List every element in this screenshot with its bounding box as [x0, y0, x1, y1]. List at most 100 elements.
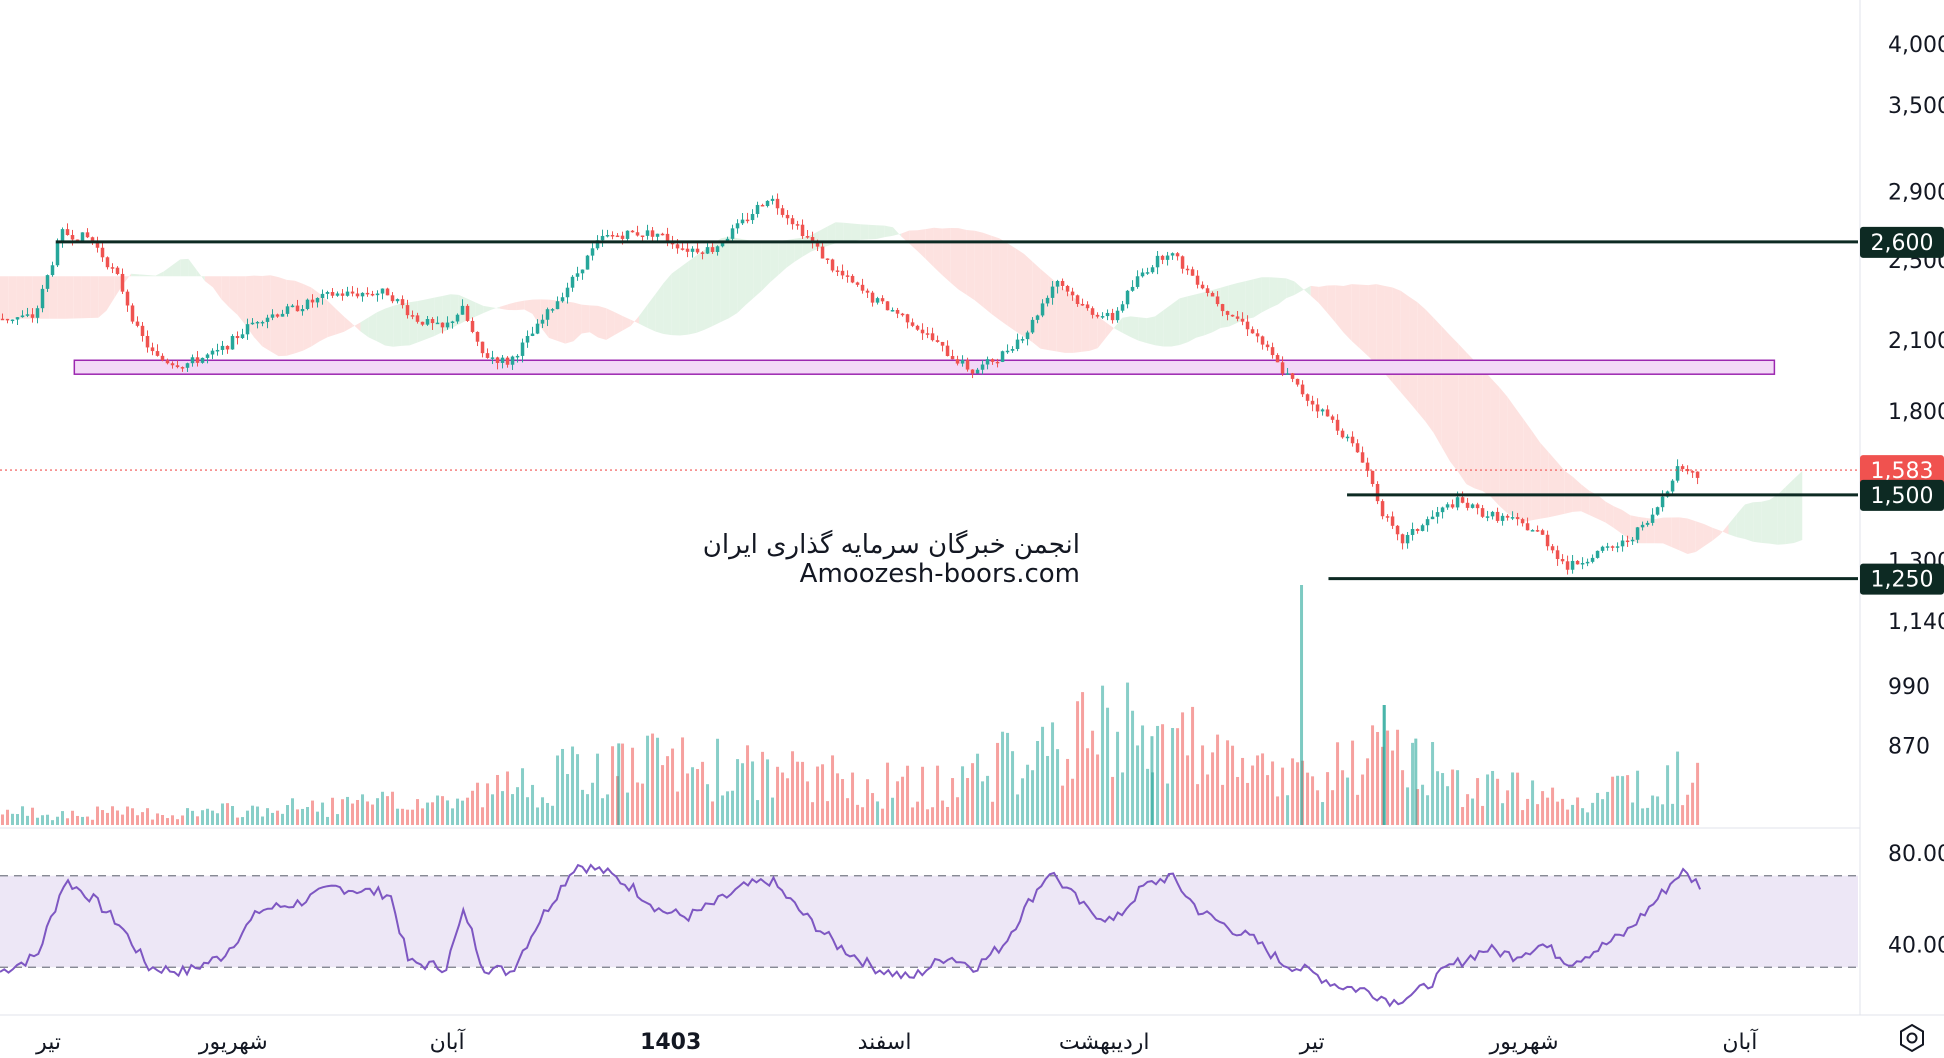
volume-bar-56: [281, 813, 285, 825]
candle-body-65: [325, 292, 330, 294]
volume-bar-143: [716, 738, 720, 825]
volume-bar-81: [406, 809, 410, 825]
volume-bar-280: [1401, 770, 1405, 825]
candle-body-173: [865, 290, 870, 293]
volume-bar-332: [1661, 804, 1665, 825]
candle-body-211: [1055, 280, 1060, 287]
candle-body-308: [1540, 530, 1545, 535]
volume-bar-85: [426, 802, 430, 825]
candle-body-207: [1035, 315, 1040, 320]
cloud-bear-segment-8: [65, 276, 74, 319]
watermark-line-1: انجمن خبرگان سرمایه گذاری ایران: [703, 529, 1080, 560]
cloud-bear-segment-9: [73, 276, 82, 319]
volume-bar-115: [576, 754, 580, 825]
volume-bar-261: [1306, 772, 1310, 825]
candle-body-82: [410, 315, 415, 317]
volume-bar-89: [446, 800, 450, 825]
cloud-bull-segment-159: [1302, 285, 1311, 296]
volume-bar-19: [96, 806, 100, 825]
support-zone[interactable]: [73, 359, 1776, 375]
candle-body-271: [1355, 443, 1360, 453]
volume-bar-282: [1411, 742, 1415, 825]
cloud-bear-segment-39: [319, 293, 328, 342]
candle-body-115: [575, 273, 580, 277]
candle-body-55: [275, 314, 280, 317]
cloud-bear-segment-112: [917, 229, 926, 259]
volume-bar-263: [1316, 790, 1320, 825]
cloud-bear-segment-193: [1581, 484, 1590, 515]
price-tick-label-4: 2,100: [1888, 329, 1944, 354]
candle-body-301: [1505, 515, 1510, 518]
candle-body-152: [760, 204, 765, 207]
candle-body-316: [1580, 563, 1585, 565]
price-axis[interactable]: 4,0003,5002,9002,5002,1001,8001,3001,140…: [1888, 33, 1944, 759]
candle-body-253: [1265, 344, 1270, 348]
volume-bar-137: [686, 773, 690, 825]
time-axis[interactable]: تیر شهریور آبان 1403 اسفند اردیبهشت تیر شهریور آ…: [35, 1028, 1758, 1055]
cloud-bull-segment-47: [385, 305, 394, 347]
candle-body-199: [995, 361, 1000, 364]
cloud-bear-segment-188: [1540, 442, 1549, 519]
volume-bar-17: [86, 816, 90, 825]
candle-body-51: [255, 321, 260, 324]
cloud-bear-segment-191: [1564, 470, 1573, 514]
candle-body-270: [1350, 436, 1355, 444]
candle-body-297: [1485, 516, 1490, 518]
candle-body-239: [1195, 275, 1200, 285]
volume-bar-99: [496, 774, 500, 825]
cloud-bull-segment-48: [393, 303, 402, 347]
volume-bar-37: [186, 808, 190, 825]
volume-bar-330: [1651, 795, 1655, 825]
rsi-axis[interactable]: 80.00 40.00: [1888, 842, 1944, 959]
cloud-bear-segment-75: [614, 311, 623, 336]
cloud-bear-segment-72: [589, 305, 599, 338]
volume-bar-187: [936, 765, 940, 825]
cloud-bear-segment-122: [999, 238, 1008, 326]
candle-body-136: [680, 248, 685, 250]
candle-body-258: [1290, 373, 1295, 379]
volume-bar-266: [1331, 790, 1335, 825]
volume-bar-248: [1241, 757, 1245, 825]
candle-body-93: [465, 305, 470, 321]
cloud-bear-segment-175: [1433, 317, 1442, 448]
cloud-bull-segment-93: [761, 241, 771, 291]
volume-bar-140: [701, 761, 705, 825]
candle-body-27: [135, 321, 140, 326]
candle-body-277: [1385, 516, 1390, 518]
volume-bar-1: [6, 809, 10, 825]
candle-body-313: [1565, 561, 1570, 570]
candle-body-114: [570, 276, 575, 288]
cloud-bull-segment-20: [163, 265, 173, 277]
candle-body-41: [205, 354, 210, 358]
candle-body-254: [1270, 347, 1275, 356]
volume-bar-57: [286, 805, 290, 825]
price-tick-label-0: 4,000: [1888, 33, 1944, 58]
candle-body-40: [200, 357, 205, 363]
cloud-bull-segment-104: [851, 223, 861, 241]
candle-body-218: [1090, 308, 1095, 315]
candle-body-306: [1530, 530, 1535, 532]
cloud-bull-segment-138: [1130, 316, 1139, 341]
volume-bar-39: [196, 816, 200, 825]
volume-bar-82: [411, 809, 415, 825]
rsi-band: [0, 875, 1858, 968]
cloud-bull-segment-21: [172, 259, 181, 277]
chart-settings-icon[interactable]: [1900, 1023, 1924, 1053]
volume-bar-244: [1221, 784, 1225, 825]
volume-bar-190: [951, 778, 955, 825]
volume-bar-191: [956, 797, 960, 825]
volume-bar-91: [456, 798, 460, 825]
candle-body-334: [1670, 480, 1675, 492]
volume-bar-158: [791, 751, 795, 825]
volume-bar-55: [276, 810, 280, 825]
volume-bar-51: [256, 806, 260, 825]
volume-bar-86: [431, 802, 435, 825]
horizontal-levels[interactable]: [0, 240, 1858, 581]
volume-bar-225: [1126, 682, 1130, 825]
candle-body-266: [1330, 416, 1335, 420]
volume-bar-185: [926, 809, 930, 825]
candle-body-174: [870, 292, 875, 303]
volume-bar-40: [201, 810, 205, 825]
rsi-line: [0, 863, 1702, 1008]
